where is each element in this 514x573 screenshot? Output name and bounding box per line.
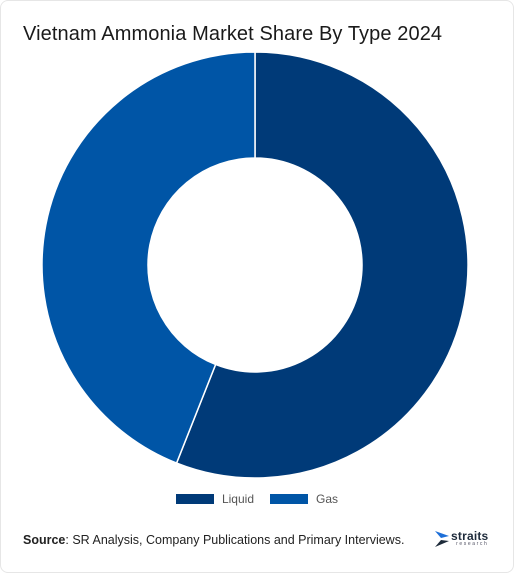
straits-logo: straits research: [435, 530, 488, 547]
legend-label-gas: Gas: [316, 492, 339, 506]
legend-label-liquid: Liquid: [221, 492, 254, 506]
logo-word: straits: [451, 529, 489, 543]
legend-item-liquid[interactable]: Liquid: [175, 492, 254, 506]
source-label: Source: [23, 533, 66, 547]
donut-slice-liquid[interactable]: [175, 51, 469, 479]
legend-item-gas[interactable]: Gas: [270, 492, 338, 506]
donut-slice-gas[interactable]: [41, 51, 256, 465]
chart-title: Vietnam Ammonia Market Share By Type 202…: [23, 23, 443, 45]
legend-swatch-gas: [270, 494, 308, 504]
legend-swatch-liquid: [175, 494, 214, 504]
straits-logo-icon: [435, 530, 449, 547]
donut-chart: [41, 51, 469, 479]
logo-sub: research: [456, 541, 489, 547]
chart-legend: Liquid Gas: [1, 492, 513, 506]
source-text: : SR Analysis, Company Publications and …: [65, 533, 405, 547]
source-note: Source: SR Analysis, Company Publication…: [23, 533, 404, 547]
